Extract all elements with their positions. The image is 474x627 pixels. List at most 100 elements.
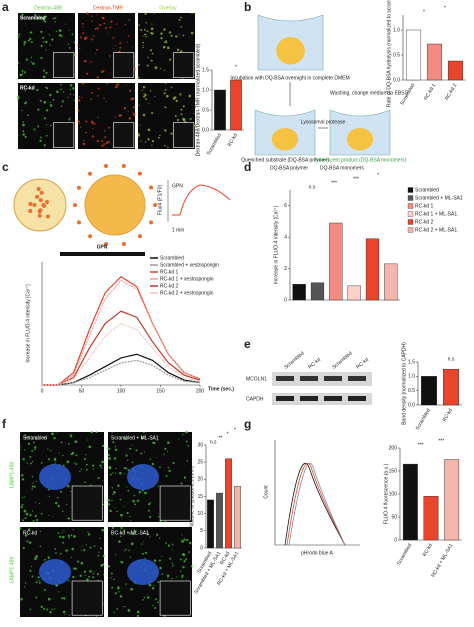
speckle xyxy=(188,551,190,554)
calcium xyxy=(76,220,81,225)
speckle xyxy=(51,432,54,436)
line-series xyxy=(42,310,201,386)
speckle xyxy=(92,573,94,575)
speckle xyxy=(91,464,95,467)
speckle xyxy=(99,537,101,540)
speckle xyxy=(83,59,87,63)
bar xyxy=(310,282,325,301)
speckle xyxy=(111,526,115,530)
speckle xyxy=(179,558,182,561)
speckle xyxy=(51,608,53,611)
speckle xyxy=(61,597,64,600)
speckle xyxy=(46,608,49,611)
speckle xyxy=(101,140,104,143)
calcium xyxy=(137,171,142,176)
speckle xyxy=(22,458,25,461)
speckle xyxy=(38,579,40,582)
speckle xyxy=(60,441,63,444)
speckle xyxy=(95,431,98,434)
speckle xyxy=(25,58,28,61)
calcium xyxy=(76,185,81,190)
speckle xyxy=(141,89,144,91)
speckle xyxy=(61,100,64,103)
speckle xyxy=(39,545,42,548)
speckle xyxy=(65,549,68,552)
speckle xyxy=(29,455,32,458)
speckle xyxy=(127,459,129,461)
speckle xyxy=(82,142,86,146)
y-tick-label: 0.0 xyxy=(408,402,415,408)
speckle xyxy=(40,136,42,139)
speckle xyxy=(119,42,122,45)
speckle xyxy=(40,30,43,33)
speckle xyxy=(101,461,103,463)
y-tick-label: 1.5 xyxy=(202,67,209,73)
speckle xyxy=(144,141,147,143)
speckle xyxy=(43,20,46,23)
y-tick-label: 20 xyxy=(197,477,203,483)
bar xyxy=(216,492,223,549)
speckle xyxy=(151,112,154,115)
y-tick-label: 0 xyxy=(284,297,287,303)
y-tick-label: 30 xyxy=(197,442,203,448)
speckle xyxy=(147,138,150,141)
speckle xyxy=(112,472,114,474)
inset xyxy=(159,580,191,616)
bar xyxy=(444,459,460,541)
speckle xyxy=(78,122,81,124)
speckle xyxy=(48,514,50,516)
speckle xyxy=(79,574,82,578)
speckle xyxy=(181,433,184,436)
speckle xyxy=(90,61,93,63)
speckle xyxy=(27,39,30,42)
y-tick-label: 0.5 xyxy=(408,388,415,394)
speckle xyxy=(120,526,123,530)
speckle xyxy=(157,136,160,139)
speckle xyxy=(144,12,147,16)
speckle xyxy=(144,33,147,36)
speckle xyxy=(61,532,63,534)
speckle xyxy=(125,583,127,585)
speckle xyxy=(62,91,65,93)
speckle xyxy=(43,100,47,104)
stain-label: LAMP1-488 xyxy=(9,557,15,584)
speckle xyxy=(186,460,189,462)
speckle xyxy=(188,94,192,98)
speckle xyxy=(178,18,181,21)
speckle xyxy=(70,534,73,537)
speckle xyxy=(86,72,89,75)
legend-label: RC-kd 1 xyxy=(415,203,434,209)
speckle xyxy=(119,46,122,49)
speckle xyxy=(83,548,86,552)
speckle xyxy=(96,139,100,143)
speckle xyxy=(75,463,78,465)
speckle xyxy=(21,69,24,73)
speckle xyxy=(70,435,73,438)
speckle xyxy=(51,515,53,517)
bar xyxy=(225,458,232,549)
speckle xyxy=(30,41,33,44)
speckle xyxy=(145,21,147,24)
calcium xyxy=(32,203,37,208)
y-tick-label: 25 xyxy=(197,459,203,465)
speckle xyxy=(173,96,177,100)
speckle xyxy=(123,107,127,110)
speckle xyxy=(164,129,167,132)
speckle xyxy=(84,481,86,484)
speckle xyxy=(132,113,136,116)
y-tick-label: 10 xyxy=(197,511,203,517)
speckle xyxy=(20,597,23,601)
speckle xyxy=(26,114,29,117)
step: Washing, change medium to EBSS xyxy=(330,90,409,96)
speckle xyxy=(35,437,38,440)
speckle xyxy=(180,25,183,28)
calcium xyxy=(28,201,33,206)
speckle xyxy=(183,538,186,541)
speckle xyxy=(90,38,92,40)
speckle xyxy=(58,535,62,538)
speckle xyxy=(17,35,20,38)
band xyxy=(348,396,366,401)
speckle xyxy=(40,44,43,47)
legend-swatch xyxy=(407,187,414,193)
speckle xyxy=(172,462,175,465)
